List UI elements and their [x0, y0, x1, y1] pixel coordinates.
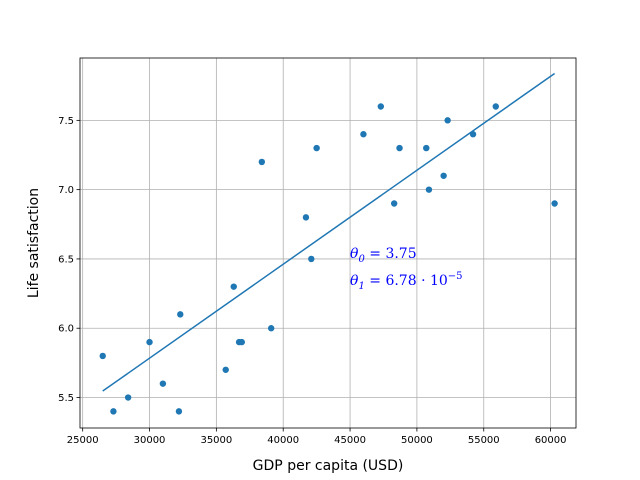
x-tick-label: 50000 — [401, 435, 433, 446]
theta1-value: = 6.78 · 10 — [365, 273, 448, 289]
x-tick-label: 40000 — [267, 435, 299, 446]
theta0-value: = 3.75 — [365, 246, 417, 262]
data-point — [124, 394, 132, 401]
x-tick-label: 55000 — [468, 435, 500, 446]
data-point — [377, 103, 385, 110]
y-tick-label: 7.5 — [58, 116, 74, 127]
x-axis-ticks: 25000 30000 35000 40000 45000 50000 55000 60000 — [67, 428, 567, 446]
data-point — [444, 117, 451, 124]
data-point — [110, 408, 117, 415]
data-point — [492, 103, 499, 110]
data-point — [222, 366, 229, 373]
y-axis-ticks: 5.5 6.0 6.5 7.0 7.5 — [58, 116, 80, 404]
x-tick-label: 35000 — [200, 435, 232, 446]
theta0-subscript: 0 — [358, 254, 365, 265]
x-tick-label: 30000 — [134, 435, 166, 446]
data-point — [469, 131, 477, 138]
data-point — [551, 200, 558, 207]
y-tick-label: 5.5 — [58, 393, 74, 404]
theta1-symbol: θ — [350, 273, 359, 289]
data-point — [396, 144, 403, 152]
data-point — [302, 214, 310, 221]
y-tick-label: 7.0 — [58, 185, 74, 196]
theta1-exponent: −5 — [448, 271, 463, 282]
data-point — [308, 255, 315, 263]
data-point — [177, 311, 184, 318]
data-point — [390, 200, 398, 207]
data-point — [230, 283, 237, 290]
data-points — [99, 103, 558, 415]
x-tick-label: 25000 — [67, 435, 99, 446]
y-tick-label: 6.0 — [58, 324, 74, 335]
plot-frame — [79, 57, 577, 429]
data-point — [258, 158, 266, 166]
grid-lines — [80, 58, 576, 428]
x-axis-title: GDP per capita (USD) — [253, 458, 404, 474]
data-point — [360, 131, 367, 138]
theta1-annotation: θ1 = 6.78 · 10−5 — [350, 271, 463, 292]
data-point — [238, 338, 245, 346]
data-point — [425, 186, 433, 193]
fit-line-group — [102, 72, 556, 392]
data-point — [175, 408, 183, 415]
x-tick-label: 60000 — [535, 435, 567, 446]
y-axis-title: Life satisfaction — [26, 188, 42, 298]
data-point — [146, 338, 153, 346]
x-tick-label: 45000 — [334, 435, 366, 446]
data-point — [423, 144, 430, 152]
data-point — [440, 172, 447, 179]
data-point — [267, 325, 275, 332]
data-point — [159, 380, 167, 387]
y-tick-label: 6.5 — [58, 254, 74, 265]
data-point — [313, 144, 320, 152]
data-point — [99, 352, 106, 360]
theta0-annotation: θ0 = 3.75 — [350, 246, 417, 265]
theta0-symbol: θ — [350, 246, 359, 262]
theta1-subscript: 1 — [358, 281, 364, 292]
regression-line — [102, 72, 556, 392]
